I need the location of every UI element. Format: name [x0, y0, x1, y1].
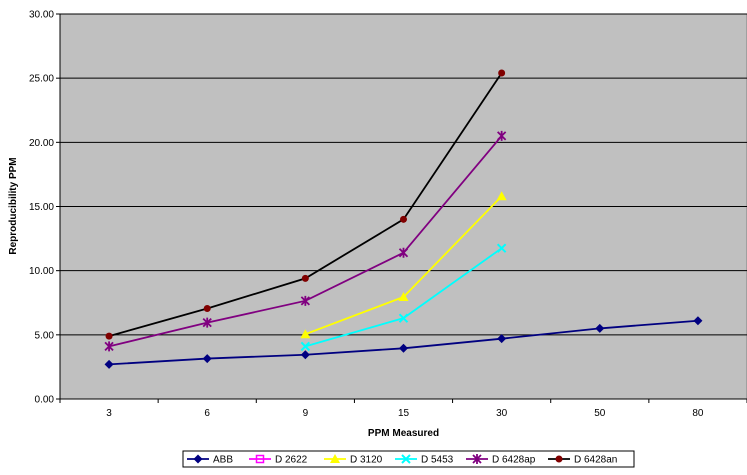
data-point	[497, 130, 507, 141]
legend: ABB D 2622 D 3120 D 5453 D 6428ap D 6428an	[182, 450, 635, 468]
x-tick-label: 50	[594, 408, 606, 419]
legend-label: D 6428an	[574, 455, 617, 466]
legend-item: D 6428an	[548, 455, 617, 466]
legend-marker	[193, 454, 203, 464]
data-point	[496, 243, 507, 253]
legend-label: D 6428ap	[492, 455, 536, 466]
y-tick-label: 5.00	[35, 330, 55, 341]
legend-marker	[555, 455, 563, 463]
data-point	[104, 341, 114, 352]
y-tick-label: 0.00	[35, 395, 55, 406]
data-point	[497, 334, 507, 344]
series-abb	[104, 316, 703, 369]
data-point	[398, 291, 409, 301]
data-point	[693, 316, 703, 326]
legend-marker	[255, 454, 265, 464]
data-point	[300, 350, 310, 360]
series-d-6428an	[105, 69, 506, 340]
legend-label: D 5453	[421, 455, 454, 466]
y-tick-label: 20.00	[29, 138, 54, 149]
data-point	[202, 317, 212, 328]
data-point	[400, 215, 407, 223]
gridlines	[60, 13, 747, 336]
legend-item: D 6428ap	[466, 454, 536, 466]
legend-item: D 2622	[249, 455, 308, 466]
axes: 0.00 5.00 10.00 15.00 20.00 25.00 30.00 3 6 9 15 30…	[29, 10, 747, 419]
x-axis-title: PPM Measured	[368, 428, 439, 439]
data-point	[496, 191, 507, 201]
data-point	[398, 313, 409, 323]
y-tick-label: 25.00	[29, 74, 54, 85]
x-tick-label: 80	[692, 408, 704, 419]
data-point	[203, 305, 211, 313]
data-point	[300, 329, 311, 339]
legend-marker	[472, 454, 482, 464]
y-tick-label: 15.00	[29, 202, 54, 213]
legend-label: D 2622	[275, 455, 308, 466]
legend-label: D 3120	[350, 455, 383, 466]
data-point	[301, 274, 309, 282]
y-axis-title: Reproducibility PPM	[8, 157, 19, 254]
data-point	[202, 354, 212, 364]
x-tick-label: 9	[303, 408, 309, 419]
series-layer	[104, 69, 703, 369]
series-d-6428ap	[104, 130, 507, 352]
series-d-5453	[300, 243, 507, 352]
x-tick-label: 6	[204, 408, 210, 419]
data-point	[399, 343, 408, 353]
data-point	[300, 341, 311, 352]
data-point	[498, 69, 506, 77]
legend-item: ABB	[187, 454, 233, 466]
y-tick-label: 30.00	[29, 10, 54, 21]
data-point	[595, 323, 605, 333]
x-tick-label: 3	[106, 408, 112, 419]
data-point	[105, 332, 113, 340]
series-d-3120	[300, 191, 507, 339]
legend-marker	[330, 454, 340, 463]
x-tick-label: 15	[398, 408, 410, 419]
x-tick-label: 30	[496, 408, 508, 419]
legend-label: ABB	[213, 455, 233, 466]
data-point	[398, 247, 409, 258]
legend-item: D 3120	[324, 454, 383, 466]
legend-item: D 5453	[395, 454, 454, 466]
data-point	[104, 359, 114, 369]
data-point	[300, 295, 310, 306]
legend-marker	[401, 454, 411, 464]
y-tick-label: 10.00	[29, 266, 54, 277]
